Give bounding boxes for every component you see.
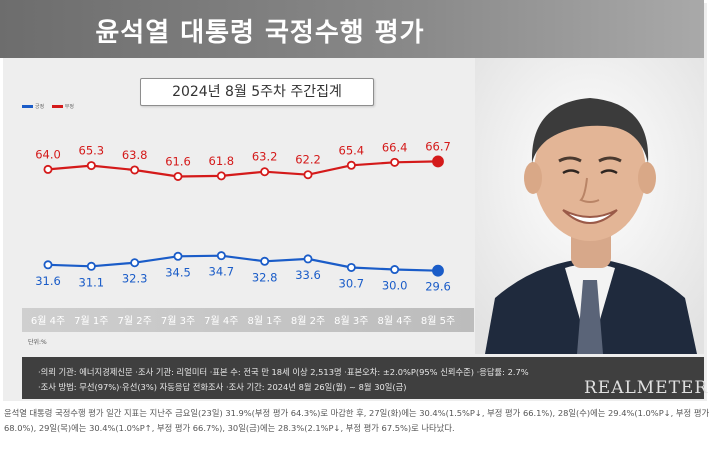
brand-logo: REALMETER xyxy=(584,378,709,398)
data-point-negative xyxy=(390,157,400,167)
data-label-positive: 34.7 xyxy=(209,265,235,279)
data-label-positive: 32.3 xyxy=(122,272,148,286)
data-point-negative xyxy=(260,167,270,177)
survey-info-footer: ·의뢰 기관: 에너지경제신문 ·조사 기관: 리얼미터 ·표본 수: 전국 만… xyxy=(22,357,704,399)
data-label-negative: 66.7 xyxy=(425,139,451,153)
survey-info-line2: ·조사 방법: 무선(97%)·유선(3%) 자동응답 전화조사 ·조사 기간:… xyxy=(38,382,407,392)
data-point-positive xyxy=(86,261,96,271)
data-label-negative: 63.8 xyxy=(122,148,148,162)
data-point-negative xyxy=(86,161,96,171)
data-label-negative: 62.2 xyxy=(295,153,321,167)
data-label-negative: 61.8 xyxy=(209,154,235,168)
data-label-positive: 29.6 xyxy=(425,280,451,294)
data-point-negative xyxy=(346,160,356,170)
data-label-positive: 33.6 xyxy=(295,268,321,282)
chart-title: 윤석열 대통령 국정수행 평가 xyxy=(95,18,425,48)
chart-subtitle: 2024년 8월 5주차 주간집계 xyxy=(140,78,374,106)
data-point-positive xyxy=(173,251,183,261)
data-point-positive xyxy=(260,256,270,266)
x-tick-label: 7월 3주 xyxy=(161,315,195,327)
bottom-note: 윤석열 대통령 국정수행 평가 일간 지표는 지난주 금요일(23일) 31.9… xyxy=(4,408,710,433)
data-point-negative xyxy=(216,171,226,181)
legend: 긍정 부정 xyxy=(22,103,80,110)
legend-swatch-negative xyxy=(51,105,63,108)
x-tick-label: 6월 4주 xyxy=(31,315,65,327)
data-point-positive xyxy=(43,260,53,270)
data-label-negative: 61.6 xyxy=(165,154,191,168)
x-tick-label: 8월 5주 xyxy=(421,315,455,327)
series-line-positive xyxy=(47,254,439,272)
data-point-positive xyxy=(303,254,313,264)
data-point-negative xyxy=(130,165,140,175)
data-label-positive: 31.1 xyxy=(79,275,105,289)
x-tick-label: 7월 1주 xyxy=(74,315,108,327)
data-label-positive: 31.6 xyxy=(35,274,61,288)
president-portrait xyxy=(475,58,704,354)
line-chart: 64.0 65.3 63.8 61.6 61.8 63.2 62.2 65.4 66.4 66.7… xyxy=(22,139,474,332)
x-tick-label: 7월 2주 xyxy=(118,315,152,327)
data-label-positive: 32.8 xyxy=(252,270,278,284)
x-tick-label: 8월 2주 xyxy=(291,315,325,327)
legend-label-positive: 긍정 xyxy=(35,104,45,110)
data-point-positive xyxy=(130,258,140,268)
data-point-positive xyxy=(432,264,444,277)
data-label-negative: 66.4 xyxy=(382,140,408,154)
data-label-positive: 30.0 xyxy=(382,279,408,293)
header-banner: 윤석열 대통령 국정수행 평가 xyxy=(0,0,704,58)
data-label-negative: 65.3 xyxy=(79,144,105,158)
data-label-positive: 34.5 xyxy=(165,265,191,279)
survey-info-line1: ·의뢰 기관: 에너지경제신문 ·조사 기관: 리얼미터 ·표본 수: 전국 만… xyxy=(38,367,529,377)
data-point-positive xyxy=(346,262,356,272)
x-tick-label: 8월 3주 xyxy=(334,315,368,327)
data-label-negative: 63.2 xyxy=(252,150,278,164)
data-label-negative: 64.0 xyxy=(35,147,61,161)
x-tick-label: 8월 1주 xyxy=(248,315,282,327)
x-tick-label: 7월 4주 xyxy=(204,315,238,327)
legend-label-negative: 부정 xyxy=(64,104,74,110)
data-point-positive xyxy=(216,251,226,261)
x-tick-label: 8월 4주 xyxy=(378,315,412,327)
data-label-negative: 65.4 xyxy=(339,143,365,157)
legend-swatch-positive xyxy=(22,105,33,108)
data-point-negative xyxy=(432,155,444,168)
data-point-negative xyxy=(303,170,313,180)
data-point-negative xyxy=(43,164,53,174)
data-point-positive xyxy=(390,265,400,275)
unit-label: 단위:% xyxy=(28,339,47,346)
x-axis-band xyxy=(22,308,474,332)
data-label-positive: 30.7 xyxy=(339,276,365,290)
series-line-negative xyxy=(47,160,439,178)
data-point-negative xyxy=(173,171,183,181)
